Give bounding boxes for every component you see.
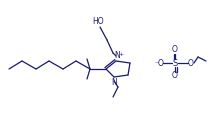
Text: N: N (111, 78, 117, 87)
Text: S: S (172, 58, 178, 68)
Text: +: + (118, 51, 124, 57)
Text: HO: HO (92, 18, 104, 26)
Text: O: O (172, 72, 178, 80)
Text: O: O (172, 45, 178, 55)
Text: ⁻O: ⁻O (154, 58, 164, 68)
Text: O: O (188, 58, 194, 68)
Text: N: N (114, 51, 120, 60)
